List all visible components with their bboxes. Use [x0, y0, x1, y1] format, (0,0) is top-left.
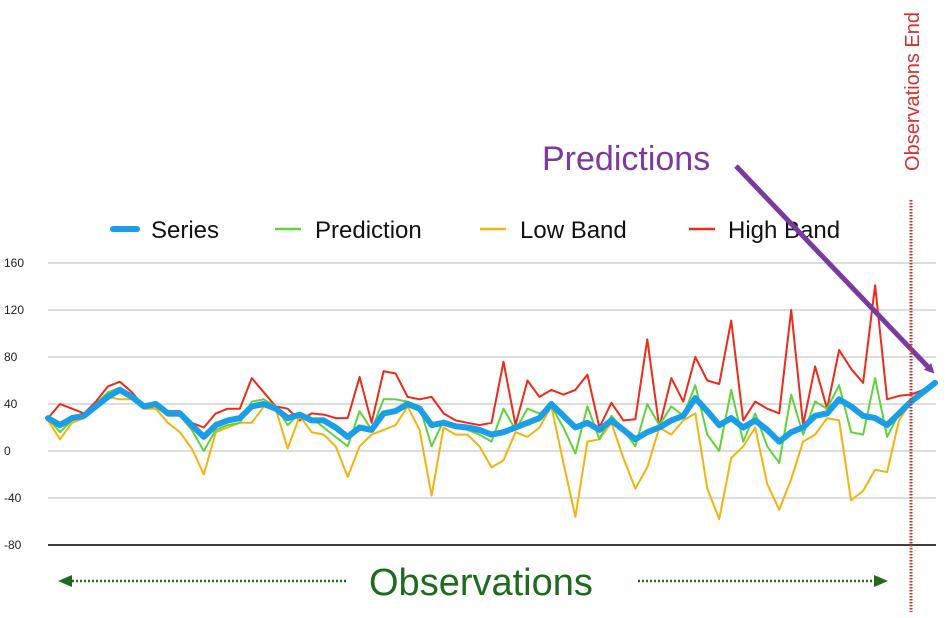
- legend-item-series: Series: [110, 217, 219, 244]
- observations-annotation-label: Observations: [369, 562, 593, 604]
- prediction-line: [47, 377, 936, 464]
- observations-arrowhead-left: [58, 575, 72, 587]
- legend-item-prediction: Prediction: [275, 217, 422, 244]
- y-axis-tick-labels: 160 120 80 40 0 -40 -80: [4, 256, 24, 552]
- low-band-line: [47, 381, 936, 521]
- grid-lines: [48, 262, 936, 546]
- legend: Series Prediction Low Band High Band: [110, 217, 840, 244]
- series-lines: [45, 284, 938, 521]
- series-line: [45, 379, 938, 445]
- predictions-annotation-label: Predictions: [542, 140, 710, 178]
- observations-arrowhead-right: [874, 575, 888, 587]
- observations-end-label: Observations End: [902, 12, 924, 171]
- legend-item-high-band: High Band: [689, 217, 840, 244]
- legend-label-prediction: Prediction: [315, 217, 422, 244]
- high-band-line: [47, 284, 936, 429]
- y-tick-label: 120: [4, 303, 24, 317]
- y-tick-label: -80: [4, 538, 22, 552]
- legend-item-low-band: Low Band: [480, 217, 627, 244]
- y-tick-label: 160: [4, 256, 24, 270]
- y-tick-label: -40: [4, 491, 22, 505]
- y-tick-label: 0: [4, 444, 11, 458]
- y-tick-label: 80: [4, 350, 18, 364]
- predictions-arrow: [734, 164, 935, 374]
- legend-label-series: Series: [151, 217, 219, 244]
- legend-label-high-band: High Band: [728, 217, 840, 244]
- y-tick-label: 40: [4, 397, 18, 411]
- legend-label-low-band: Low Band: [520, 217, 627, 244]
